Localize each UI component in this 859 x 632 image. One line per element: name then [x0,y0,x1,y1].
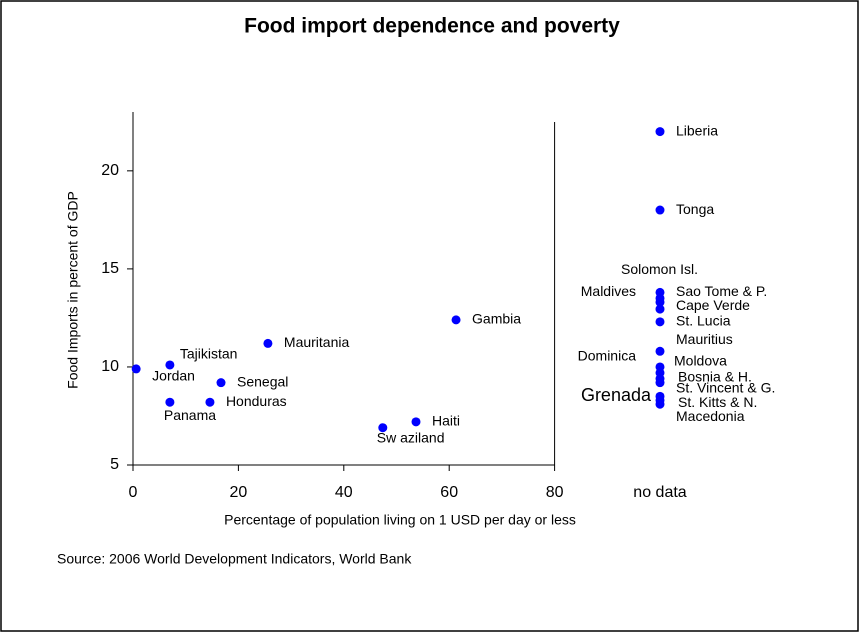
x-tick-label: 40 [335,484,353,501]
data-point [378,423,388,433]
data-point [411,417,421,427]
point-label: Cape Verde [676,297,750,313]
y-axis-label: Food Imports in percent of GDP [65,191,81,389]
point-label: Panama [164,407,216,423]
x-tick-label: 20 [230,484,248,501]
data-point [131,364,141,374]
data-point [655,378,665,388]
x-axis-label: Percentage of population living on 1 USD… [224,512,576,528]
data-point [165,360,175,370]
point-label: Mauritius [676,331,733,347]
point-label: Moldova [674,353,727,369]
data-point [655,304,665,314]
source-note: Source: 2006 World Development Indicator… [57,551,412,567]
x-tick-label: 0 [129,484,138,501]
y-tick-label: 20 [101,162,119,179]
point-label: Senegal [237,373,288,389]
data-point [655,399,665,409]
data-point [165,397,175,407]
y-tick-label: 5 [110,456,119,473]
data-point [655,317,665,327]
point-label: Maldives [581,283,636,299]
y-tick-label: 15 [101,260,119,277]
point-label: Tonga [676,201,714,217]
point-label: Liberia [676,122,718,138]
data-point [263,338,273,348]
point-label: Bosnia & H. [678,368,752,384]
x-tick-label: no data [633,484,686,501]
point-label: Gambia [472,311,521,327]
data-point [216,378,226,388]
point-label: Mauritania [284,334,350,350]
x-tick-label: 60 [440,484,458,501]
data-point [655,287,665,297]
y-tick-label: 10 [101,358,119,375]
point-label: Jordan [152,368,195,384]
chart-title: Food import dependence and poverty [244,15,620,38]
data-point [655,346,665,356]
point-label: Sao Tome & P. [676,283,767,299]
point-label: Haiti [432,413,460,429]
data-point [655,297,665,307]
point-label: St. Vincent & G. [676,379,775,395]
point-label: Solomon Isl. [621,261,698,277]
point-label: St. Lucia [676,313,731,329]
point-label: Sw aziland [377,429,445,445]
point-label: St. Kitts & N. [678,394,757,410]
point-label: Dominica [578,348,637,364]
x-tick-label: 80 [546,484,564,501]
data-point [451,315,461,325]
point-label: Grenada [581,385,652,405]
data-point [655,205,665,215]
point-label: Macedonia [676,408,745,424]
point-label: Tajikistan [180,346,238,362]
data-point [655,127,665,137]
data-point [205,397,215,407]
point-label: Honduras [226,393,287,409]
